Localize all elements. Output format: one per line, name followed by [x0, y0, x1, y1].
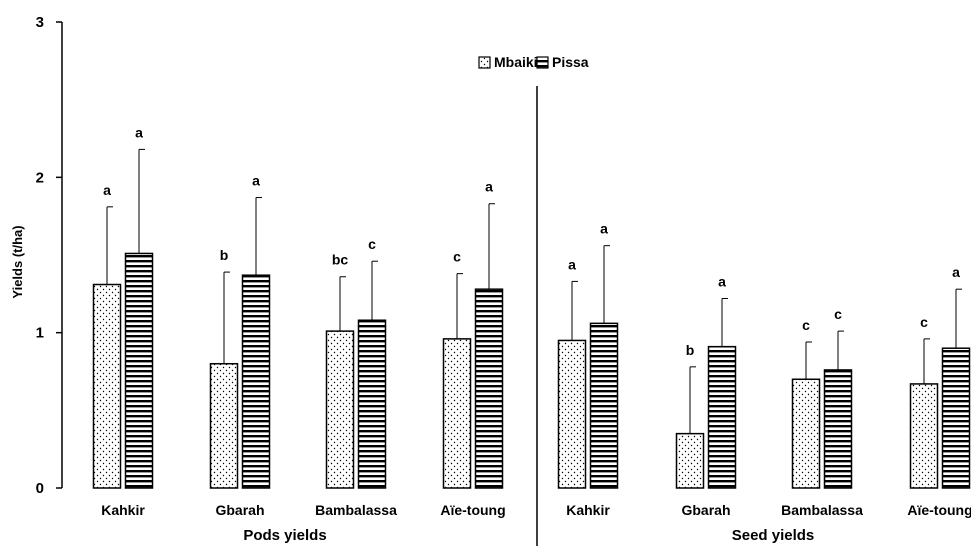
legend-swatch-pissa [536, 56, 549, 69]
bar-pissa [357, 319, 387, 489]
bar-mbaiki [557, 339, 587, 489]
significance-label: a [568, 256, 576, 272]
bar-mbaiki [325, 330, 355, 489]
significance-label: c [920, 314, 928, 330]
bar-pissa [241, 274, 271, 489]
bar-mbaiki [675, 432, 705, 489]
bar-mbaiki [92, 283, 122, 489]
significance-label: a [718, 273, 726, 289]
significance-label: c [453, 249, 461, 265]
legend-swatch-mbaiki [478, 56, 491, 69]
category-label: Gbarah [215, 502, 264, 518]
category-label: Kahkir [566, 502, 610, 518]
y-tick-label: 3 [36, 14, 44, 31]
category-label: Aïe-toung [907, 502, 971, 518]
significance-label: c [368, 236, 376, 252]
group-label: Pods yields [243, 527, 326, 544]
legend-label: Pissa [552, 54, 589, 70]
significance-label: a [485, 179, 493, 195]
category-label: Gbarah [681, 502, 730, 518]
significance-label: c [834, 306, 842, 322]
significance-label: b [686, 342, 695, 358]
bar-pissa [941, 347, 971, 489]
category-label: Aïe-toung [440, 502, 505, 518]
significance-label: a [600, 221, 608, 237]
significance-label: b [220, 247, 229, 263]
category-label: Bambalassa [781, 502, 863, 518]
y-axis-label: Yields (t/ha) [10, 225, 25, 298]
bars [92, 148, 971, 489]
bar-pissa [707, 345, 737, 489]
significance-label: a [252, 173, 260, 189]
legend: Mbaiki Pissa [478, 54, 589, 70]
category-label: Bambalassa [315, 502, 397, 518]
y-tick-label: 1 [36, 325, 44, 342]
significance-label: a [952, 264, 960, 280]
group-label: Seed yields [732, 527, 815, 544]
significance-label: a [103, 182, 111, 198]
bar-mbaiki [791, 378, 821, 489]
bar-mbaiki [909, 383, 939, 489]
significance-label: a [135, 124, 143, 140]
significance-label: bc [332, 252, 349, 268]
legend-label: Mbaiki [494, 54, 538, 70]
bar-mbaiki [209, 362, 239, 489]
bar-pissa [589, 322, 619, 489]
bar-mbaiki [442, 338, 472, 489]
y-tick-label: 2 [36, 169, 44, 186]
axes [56, 21, 538, 546]
category-label: Kahkir [101, 502, 145, 518]
bar-pissa [124, 252, 154, 489]
significance-label: c [802, 317, 810, 333]
bar-pissa [474, 288, 504, 489]
y-tick-label: 0 [36, 480, 44, 497]
bar-pissa [823, 369, 853, 489]
